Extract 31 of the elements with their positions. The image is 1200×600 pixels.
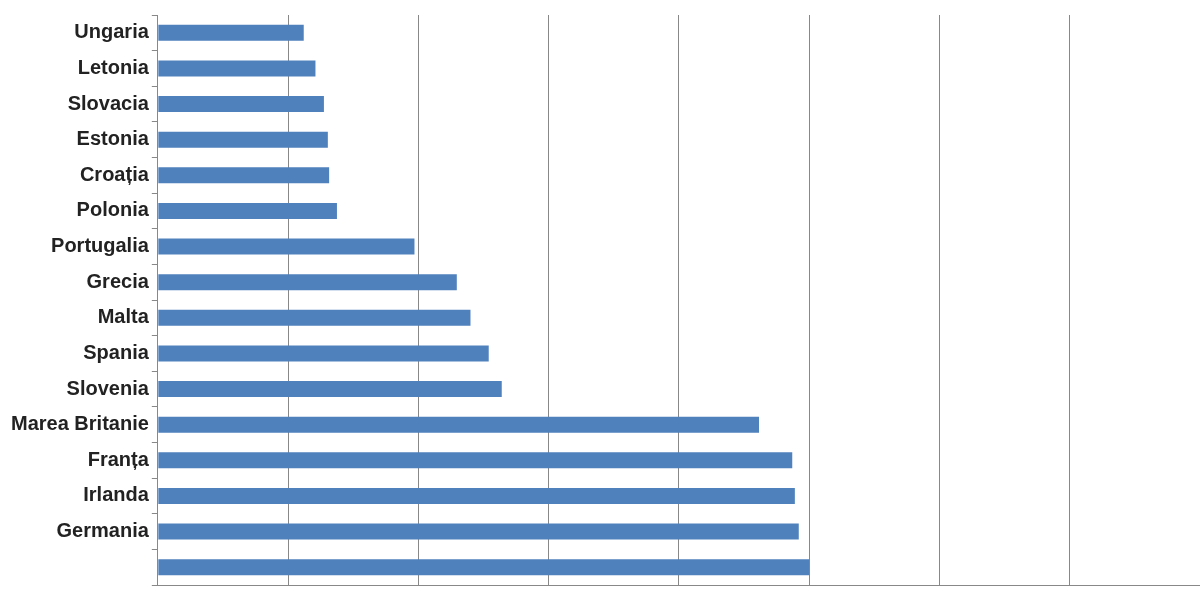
- bar: [158, 238, 415, 255]
- bar: [158, 60, 316, 77]
- y-tick-label: Spania: [83, 340, 150, 363]
- y-tick-label: Marea Britanie: [10, 412, 149, 435]
- bar: [158, 309, 471, 326]
- y-tick-label: Irlanda: [83, 483, 150, 506]
- bar: [158, 487, 795, 504]
- y-tick-label: Croația: [79, 162, 150, 185]
- y-tick-label: Letonia: [77, 55, 150, 78]
- y-tick-label: Germania: [56, 519, 150, 542]
- bar: [158, 167, 330, 184]
- y-tick-label: Estonia: [76, 127, 150, 150]
- bar: [158, 523, 799, 540]
- bar: [158, 559, 810, 576]
- y-tick-label: Ungaria: [74, 20, 150, 43]
- y-tick-label: Polonia: [76, 198, 150, 221]
- bar: [158, 416, 760, 433]
- y-tick-label: Grecia: [86, 269, 150, 292]
- bar: [158, 345, 489, 362]
- bar: [158, 24, 304, 41]
- bar: [158, 274, 457, 291]
- bar: [158, 131, 328, 148]
- y-tick-label: Portugalia: [51, 234, 150, 257]
- y-tick-label: Franța: [87, 447, 150, 470]
- bar: [158, 96, 324, 113]
- bar: [158, 202, 337, 219]
- bar: [158, 381, 502, 398]
- y-tick-label: Malta: [97, 305, 150, 328]
- y-tick-label: Slovacia: [67, 91, 150, 114]
- y-tick-label: Slovenia: [66, 376, 150, 399]
- bar: [158, 452, 793, 469]
